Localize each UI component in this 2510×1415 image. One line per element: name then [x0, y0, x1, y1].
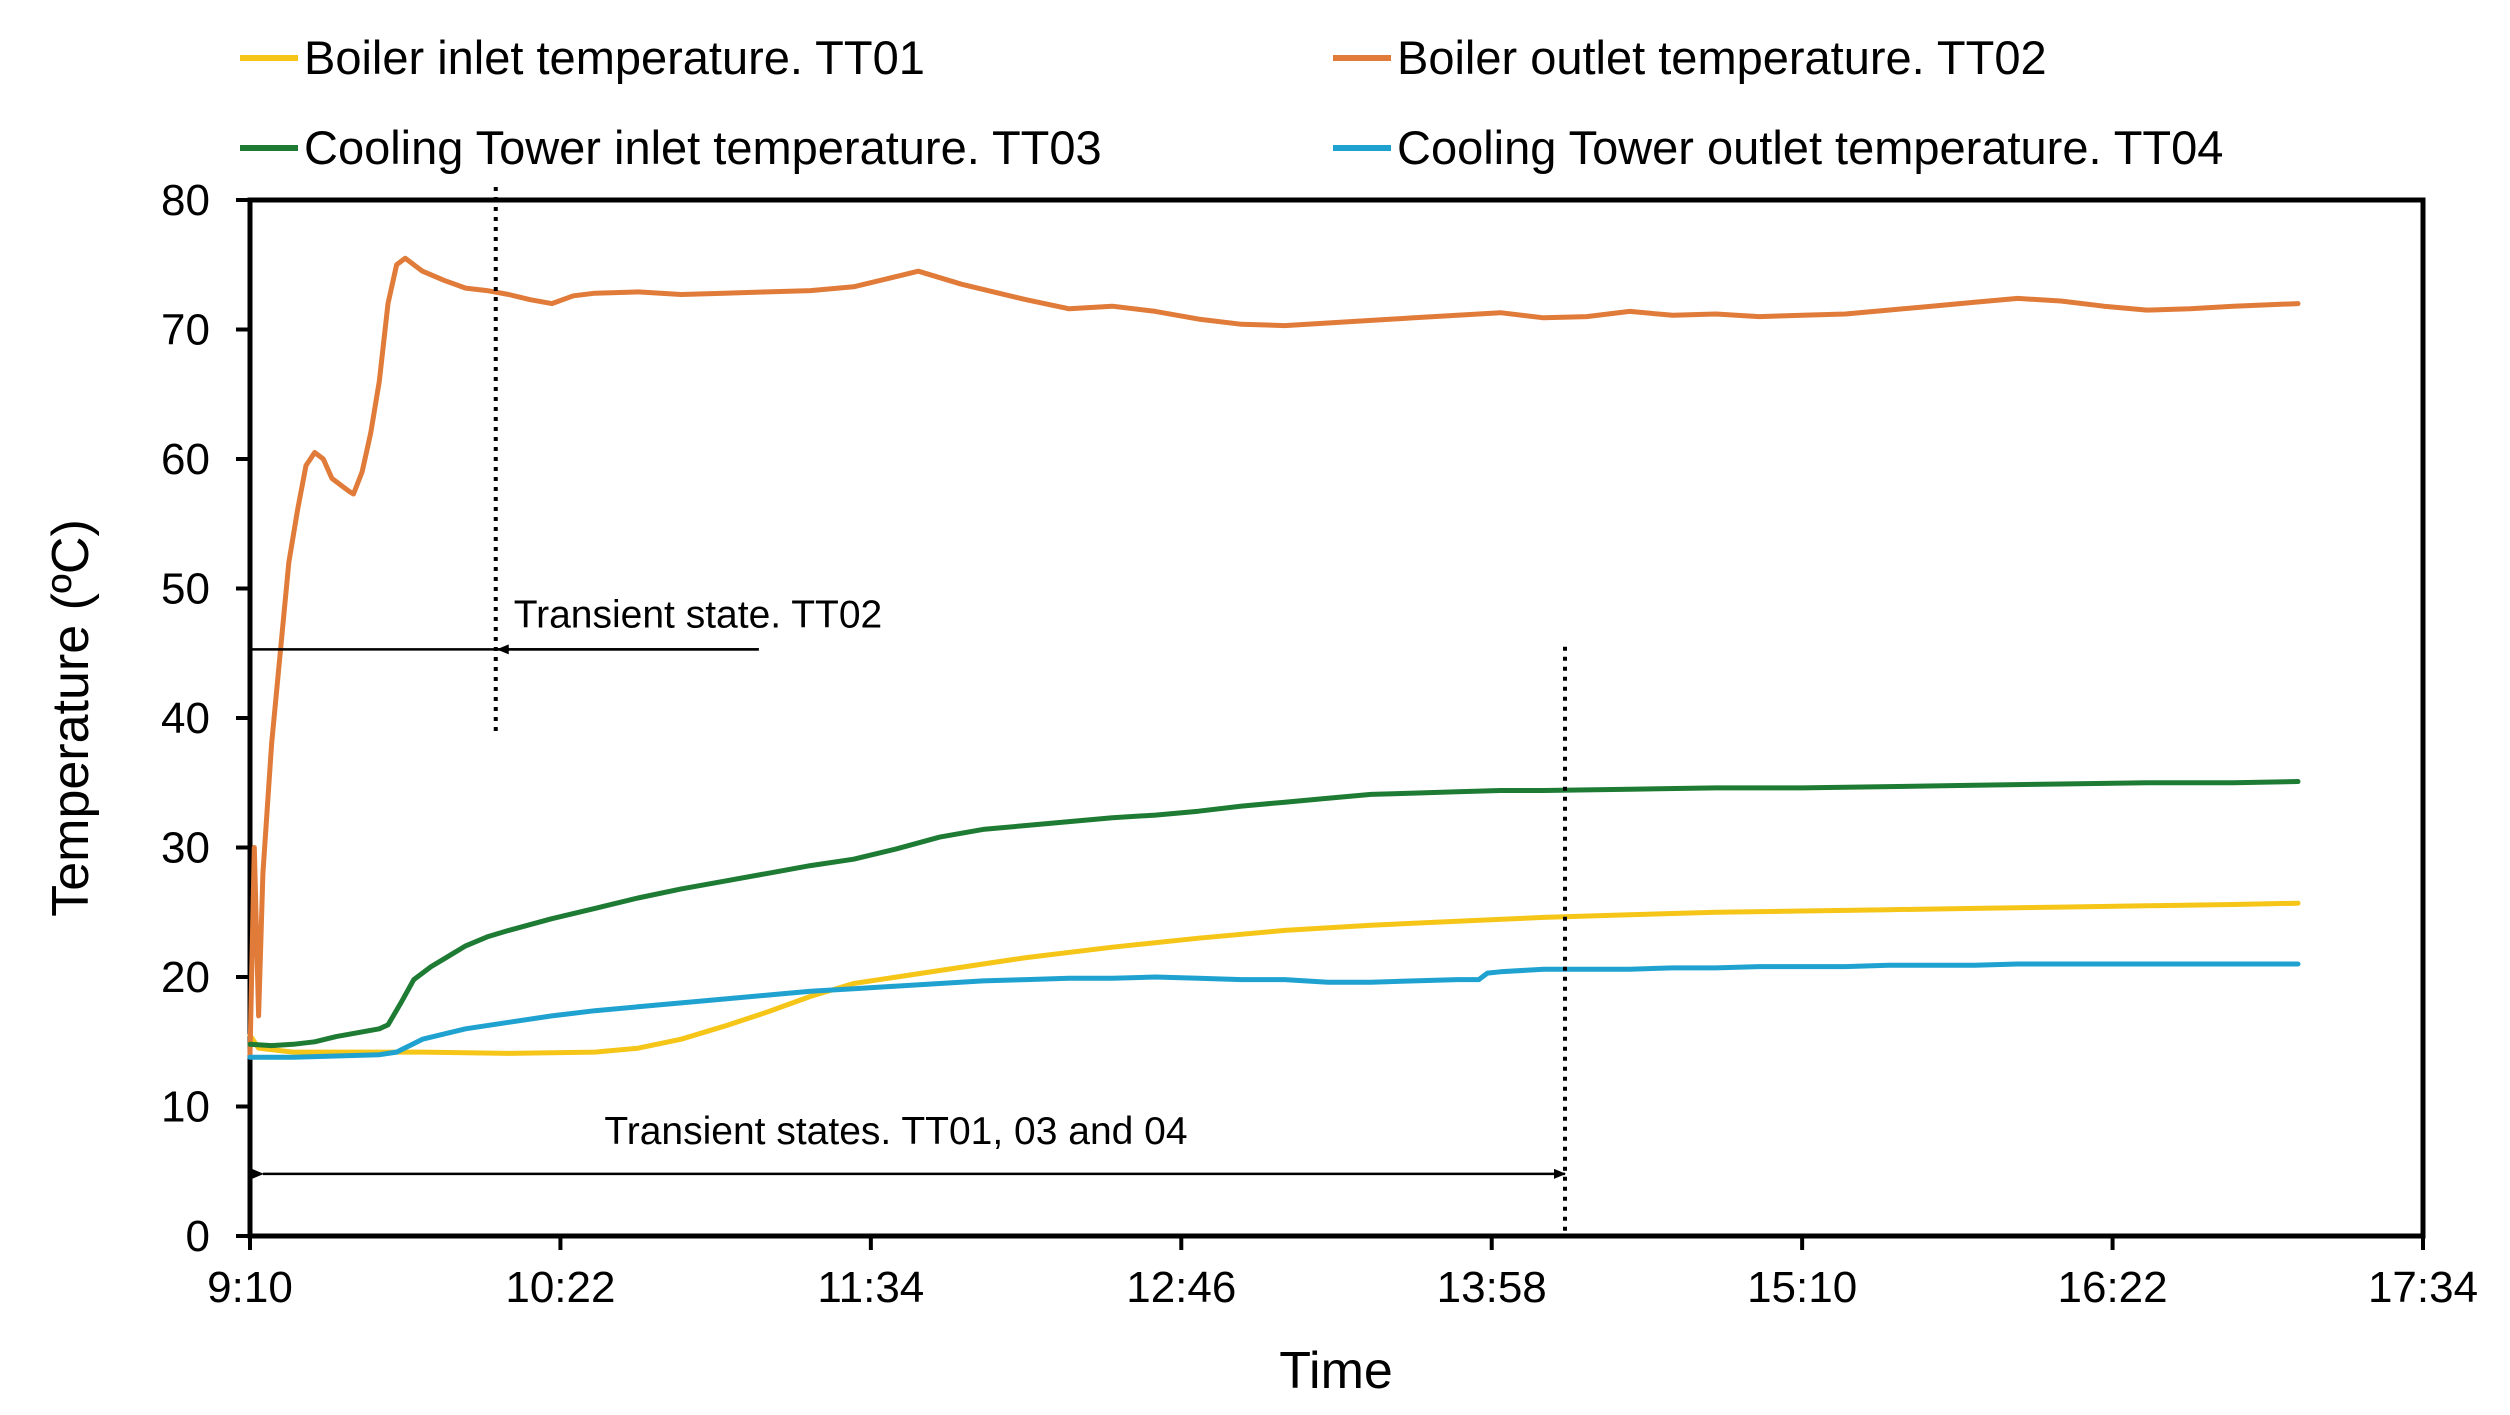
x-axis-title: Time: [1279, 1342, 1393, 1400]
legend-label-tt04: Cooling Tower outlet temperature. TT04: [1397, 121, 2223, 174]
x-tick-label: 11:34: [817, 1263, 924, 1312]
x-tick-label: 17:34: [2368, 1263, 2478, 1312]
x-tick-label: 15:10: [1747, 1263, 1857, 1312]
y-tick-label: 50: [161, 565, 210, 614]
series-line-tt02: [247, 255, 2301, 1058]
y-tick-label: 0: [186, 1212, 210, 1261]
x-tick-label: 10:22: [505, 1263, 615, 1312]
annotation-tt02-label: Transient state. TT02: [514, 593, 883, 636]
legend: Boiler inlet temperature. TT01 Boiler ou…: [240, 31, 2223, 174]
x-tick-label: 12:46: [1126, 1263, 1236, 1312]
annotation-others-label: Transient states. TT01, 03 and 04: [604, 1110, 1187, 1153]
y-tick-label: 10: [161, 1083, 210, 1132]
y-tick-label: 40: [161, 694, 210, 743]
ticks: 0 10 20 30 40 50 60 70 80 9:10 10:22 11:34 12:46 13:5…: [161, 176, 2478, 1312]
plot-frame: [247, 197, 2426, 1239]
y-tick-label: 80: [161, 176, 210, 225]
series-layer: [247, 255, 2301, 1060]
series-line-tt03: [247, 779, 2301, 1049]
y-tick-label: 30: [161, 824, 210, 873]
legend-label-tt02: Boiler outlet temperature. TT02: [1397, 31, 2047, 84]
x-tick-label: 9:10: [207, 1263, 293, 1312]
y-tick-label: 20: [161, 953, 210, 1002]
legend-label-tt01: Boiler inlet temperature. TT01: [304, 31, 925, 84]
x-tick-label: 13:58: [1437, 1263, 1547, 1312]
y-tick-label: 70: [161, 306, 210, 355]
series-line-tt01: [247, 900, 2301, 1056]
x-tick-label: 16:22: [2058, 1263, 2168, 1312]
legend-label-tt03: Cooling Tower inlet temperature. TT03: [304, 121, 1102, 174]
y-axis-title: Temperature (ºC): [42, 519, 100, 917]
series-line-tt04: [247, 961, 2301, 1060]
annotations: Transient state. TT02 Transient states. T…: [250, 187, 1568, 1236]
y-tick-label: 60: [161, 435, 210, 484]
